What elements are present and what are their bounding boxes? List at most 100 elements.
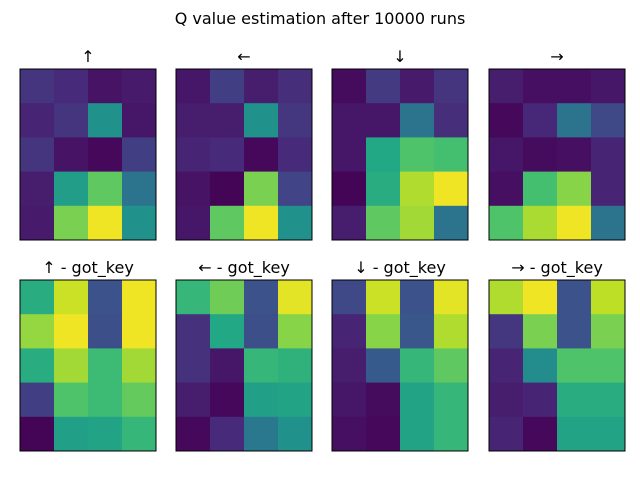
heatmap-cell [122, 280, 157, 315]
heatmap-cell [489, 416, 524, 452]
heatmap-cell [244, 382, 279, 418]
heatmap-cell [366, 314, 401, 349]
heatmap-cell [122, 137, 157, 172]
panel-title: ↓ - got_key [354, 258, 446, 278]
heatmap-cell [366, 137, 401, 172]
panel-title: → - got_key [511, 258, 603, 278]
heatmap-cell [591, 205, 626, 241]
heatmap-cell [176, 171, 211, 207]
heatmap-cell [332, 280, 367, 315]
heatmap-cell [523, 382, 558, 418]
heatmap-cell [523, 171, 558, 207]
heatmap-cell [523, 137, 558, 172]
heatmap-cell [400, 137, 435, 172]
heatmap-cell [591, 314, 626, 349]
heatmap-cell [366, 348, 401, 383]
heatmap-cell [557, 137, 592, 172]
heatmap-cell [54, 69, 89, 104]
heatmap-cell [176, 314, 211, 349]
heatmap-cell [591, 171, 626, 207]
heatmap-cell [54, 103, 89, 138]
heatmap-cell [176, 69, 211, 104]
heatmap-cell [88, 382, 123, 418]
heatmap-cell [332, 69, 367, 104]
heatmap-cell [20, 205, 55, 241]
heatmap-cell [332, 348, 367, 383]
heatmap-cell [54, 171, 89, 207]
heatmap-panel-7: ↓ - got_key [331, 258, 469, 452]
heatmap-cell [489, 382, 524, 418]
heatmap-cell [210, 416, 245, 452]
heatmap-cell [20, 382, 55, 418]
heatmap-cell [210, 280, 245, 315]
panel-frame [19, 68, 157, 241]
heatmap-cell [434, 103, 469, 138]
heatmap-cell [434, 280, 469, 315]
panel-title: → [550, 47, 563, 66]
heatmap-cell [210, 171, 245, 207]
heatmap-cell [557, 103, 592, 138]
heatmap-cell [20, 416, 55, 452]
heatmap-cell [122, 416, 157, 452]
heatmap-cell [332, 103, 367, 138]
heatmap-cell [557, 382, 592, 418]
heatmap-cell [332, 137, 367, 172]
heatmap-cell [88, 205, 123, 241]
heatmap-cell [20, 348, 55, 383]
heatmap-cell [400, 280, 435, 315]
heatmap-cell [591, 69, 626, 104]
heatmap-cell [366, 103, 401, 138]
heatmap-cell [88, 171, 123, 207]
heatmap-cell [54, 348, 89, 383]
heatmap-cell [557, 314, 592, 349]
heatmap-cell [489, 280, 524, 315]
heatmap-cell [278, 280, 313, 315]
heatmap-cell [434, 348, 469, 383]
heatmap-cell [400, 348, 435, 383]
panel-frame [488, 68, 626, 241]
heatmap-cell [88, 137, 123, 172]
heatmap-cell [400, 314, 435, 349]
heatmap-cell [54, 416, 89, 452]
heatmap-cell [54, 205, 89, 241]
heatmap-cell [244, 171, 279, 207]
heatmap-cell [122, 171, 157, 207]
heatmap-cell [210, 69, 245, 104]
heatmap-cell [400, 382, 435, 418]
heatmap-cell [591, 416, 626, 452]
heatmap-cell [557, 171, 592, 207]
heatmap-cell [523, 314, 558, 349]
heatmap-cell [20, 137, 55, 172]
heatmap-cell [434, 314, 469, 349]
heatmap-cell [122, 314, 157, 349]
heatmap-panel-8: → - got_key [488, 258, 626, 452]
heatmap-cell [400, 69, 435, 104]
heatmap-cell [332, 205, 367, 241]
heatmap-cell [244, 69, 279, 104]
heatmap-cell [557, 416, 592, 452]
panel-title: ↑ - got_key [42, 258, 134, 278]
heatmap-cell [557, 348, 592, 383]
heatmap-cell [122, 69, 157, 104]
heatmap-cell [176, 382, 211, 418]
heatmap-cell [278, 171, 313, 207]
heatmap-cell [591, 137, 626, 172]
heatmap-cell [244, 103, 279, 138]
heatmap-cell [20, 280, 55, 315]
heatmap-cell [332, 416, 367, 452]
heatmap-cell [557, 69, 592, 104]
heatmap-cell [489, 348, 524, 383]
panel-frame [331, 68, 469, 241]
heatmap-cell [366, 205, 401, 241]
panel-frame [175, 68, 313, 241]
heatmap-cell [434, 69, 469, 104]
heatmap-cell [54, 314, 89, 349]
heatmap-cell [244, 348, 279, 383]
heatmap-panel-6: ← - got_key [175, 258, 313, 452]
heatmap-cell [434, 137, 469, 172]
heatmap-cell [278, 205, 313, 241]
panel-frame [488, 279, 626, 452]
panel-title: ← [237, 47, 250, 66]
heatmap-cell [434, 205, 469, 241]
